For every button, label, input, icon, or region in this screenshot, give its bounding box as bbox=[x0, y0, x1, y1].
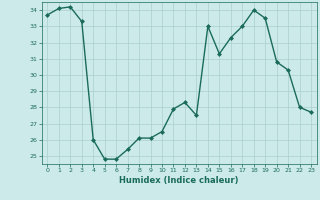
X-axis label: Humidex (Indice chaleur): Humidex (Indice chaleur) bbox=[119, 176, 239, 185]
